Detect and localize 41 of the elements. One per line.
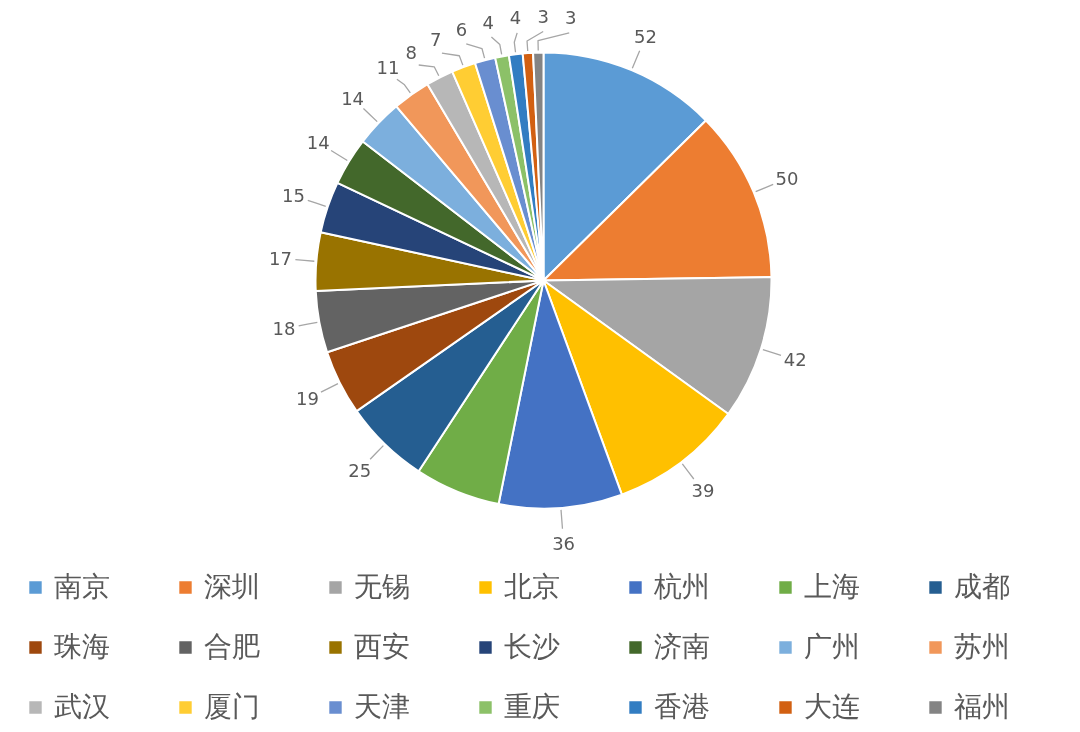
legend-label: 天津 xyxy=(354,689,411,725)
legend-label: 杭州 xyxy=(654,569,711,605)
legend-label: 长沙 xyxy=(504,629,561,665)
legend-label: 香港 xyxy=(654,689,711,725)
data-label: 39 xyxy=(691,480,715,502)
data-label: 4 xyxy=(482,11,495,33)
legend-label: 上海 xyxy=(804,569,861,605)
data-label: 3 xyxy=(537,6,549,27)
legend-label: 珠海 xyxy=(54,629,111,665)
data-label: 14 xyxy=(306,132,330,154)
legend-label: 福州 xyxy=(954,689,1011,725)
legend-label: 武汉 xyxy=(54,689,111,725)
data-label: 42 xyxy=(783,349,807,371)
data-label: 52 xyxy=(634,26,657,48)
legend-label: 北京 xyxy=(504,569,561,605)
data-label: 18 xyxy=(272,318,296,340)
data-label: 36 xyxy=(552,533,576,555)
data-label: 25 xyxy=(348,459,372,481)
data-label: 17 xyxy=(268,247,292,269)
data-label: 19 xyxy=(296,388,319,410)
legend-label: 广州 xyxy=(804,629,861,665)
data-label: 15 xyxy=(282,184,306,206)
data-label: 11 xyxy=(376,56,400,78)
legend-label: 济南 xyxy=(654,629,711,665)
legend-label: 深圳 xyxy=(204,569,261,605)
legend-label: 西安 xyxy=(354,629,411,665)
data-label: 14 xyxy=(341,87,365,109)
data-label: 50 xyxy=(775,168,799,190)
legend-label: 苏州 xyxy=(954,629,1011,665)
legend-label: 南京 xyxy=(54,569,111,605)
legend-label: 成都 xyxy=(954,569,1011,605)
legend-label: 重庆 xyxy=(504,689,561,725)
data-label: 6 xyxy=(455,19,468,41)
legend-label: 大连 xyxy=(804,689,861,725)
data-label: 7 xyxy=(430,28,442,50)
legend-label: 厦门 xyxy=(204,689,261,725)
data-label: 8 xyxy=(405,41,417,63)
data-label: 3 xyxy=(565,7,577,29)
data-label: 4 xyxy=(509,7,522,29)
legend-label: 合肥 xyxy=(204,629,261,665)
legend-label: 无锡 xyxy=(354,569,411,605)
